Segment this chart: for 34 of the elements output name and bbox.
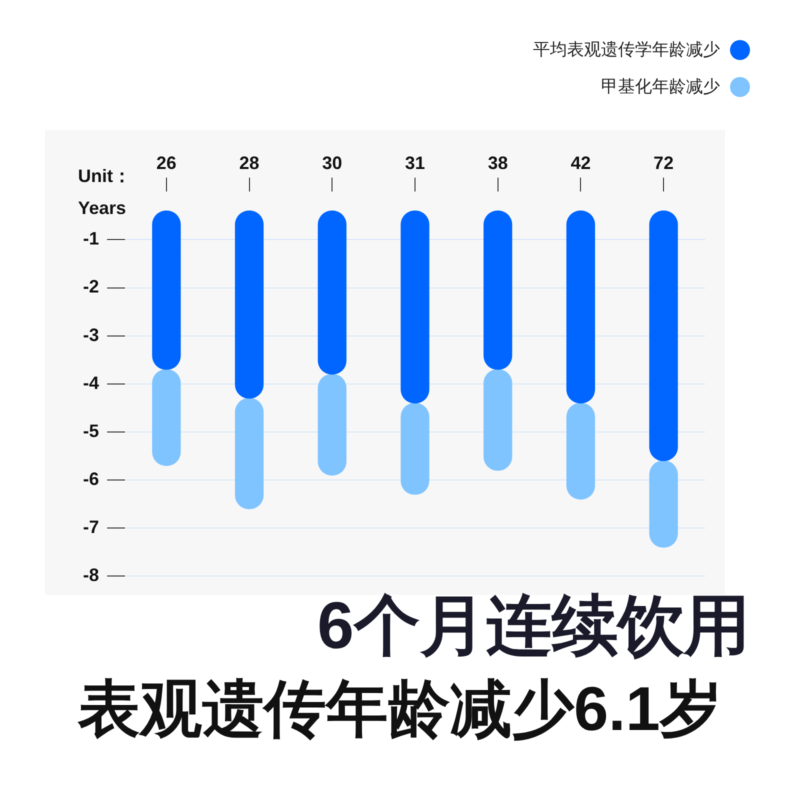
legend-label: 平均表观遗传学年龄减少 (533, 39, 720, 61)
bar (484, 210, 512, 370)
y-tick-label: -6 (82, 469, 100, 490)
y-tick-label: -7 (82, 517, 100, 538)
text: 表观遗传年龄减少6.1岁 (76, 674, 724, 746)
x-tick-label: 26 (156, 152, 176, 173)
bar (152, 369, 181, 466)
bar (234, 210, 264, 399)
bar (400, 210, 430, 404)
legend-label: 甲基化年龄减少 (601, 76, 720, 98)
y-axis-title: Unit：Years (78, 165, 132, 220)
text: 6个月连续饮用 (316, 587, 751, 664)
y-tick-label: -3 (82, 324, 100, 345)
x-tick-label: 31 (404, 152, 426, 173)
bar (318, 210, 346, 375)
bar (318, 374, 346, 476)
bar (400, 402, 430, 495)
bar (234, 398, 264, 510)
bar (649, 460, 678, 548)
bar (484, 369, 512, 471)
y-tick-label: -8 (82, 565, 100, 586)
bar (566, 210, 596, 404)
x-tick-label: 28 (239, 152, 260, 173)
x-tick-label: 42 (570, 152, 591, 173)
y-tick-label: -2 (82, 276, 100, 297)
bar (566, 402, 596, 500)
x-tick-label: 30 (322, 152, 342, 173)
x-tick-label: 38 (488, 152, 508, 173)
x-tick-label: 72 (654, 152, 674, 173)
y-tick-label: -5 (82, 420, 100, 441)
bar (152, 210, 181, 370)
bar (649, 210, 678, 462)
y-tick-label: -4 (82, 372, 100, 393)
y-tick-label: -1 (82, 228, 100, 249)
